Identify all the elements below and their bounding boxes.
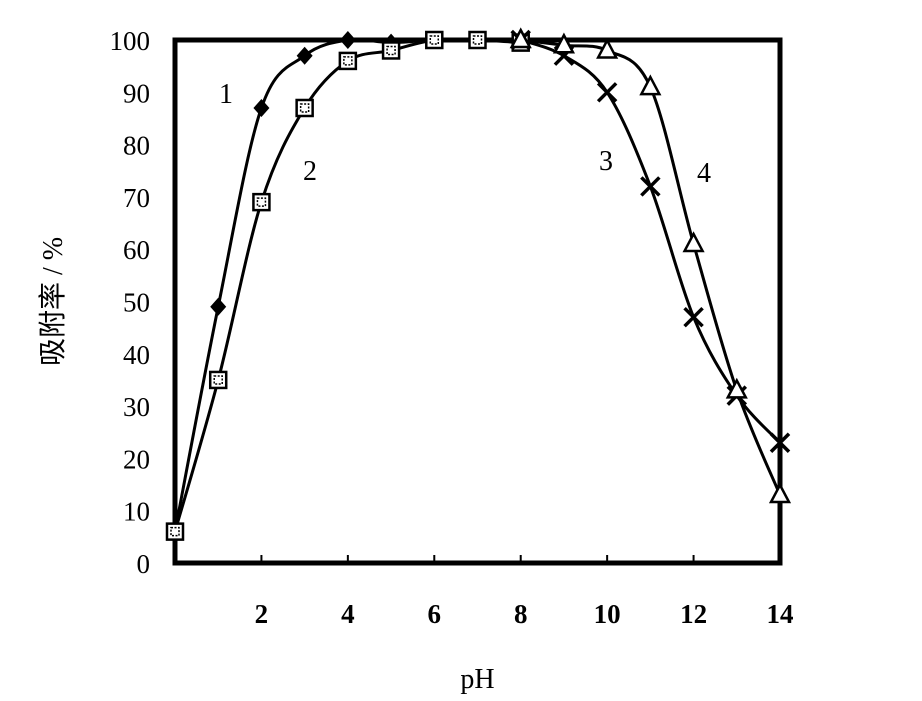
cross-marker	[769, 432, 791, 453]
square-marker-hatch	[299, 103, 310, 113]
curves-group	[173, 37, 782, 533]
square-marker	[425, 30, 444, 50]
y-tick-label: 30	[123, 392, 150, 422]
y-tick-label: 60	[123, 235, 150, 265]
square-marker-hatch	[170, 526, 180, 537]
cross-marker	[683, 306, 704, 328]
series-line-3	[520, 38, 782, 444]
square-marker	[208, 370, 228, 390]
x-tick-label: 14	[767, 599, 794, 629]
curve-labels-group: 1 2 3 4	[219, 79, 711, 189]
triangle-marker	[639, 74, 662, 96]
square-marker-shape	[165, 522, 185, 541]
y-tick-label: 100	[110, 26, 151, 56]
series-line-4	[520, 38, 782, 496]
diamond-marker-shape	[210, 297, 227, 316]
square-marker	[295, 98, 314, 118]
triangle-marker-shape	[596, 37, 619, 59]
square-marker	[338, 51, 358, 71]
square-marker-shape	[295, 98, 314, 118]
x-tick-label: 8	[514, 599, 528, 629]
diamond-marker-shape	[296, 46, 313, 65]
square-marker	[468, 30, 487, 50]
x-tick-label: 2	[255, 599, 269, 629]
square-marker-shape	[468, 30, 487, 50]
square-marker-shape	[208, 370, 228, 390]
triangle-marker-shape	[725, 377, 748, 399]
y-tick-label: 90	[123, 78, 150, 108]
triangle-marker	[682, 231, 705, 253]
triangle-marker	[509, 27, 532, 49]
cross-marker-stroke	[683, 306, 704, 328]
triangle-marker-shape	[768, 482, 792, 504]
y-tick-label: 50	[123, 288, 150, 318]
y-tick-label: 20	[123, 444, 150, 474]
x-axis-title: pH	[460, 664, 494, 695]
square-marker-shape	[338, 51, 358, 71]
triangle-marker	[552, 32, 576, 54]
series-line-1	[173, 37, 521, 532]
y-tick-label: 80	[123, 131, 150, 161]
triangle-marker-shape	[552, 32, 576, 54]
triangle-marker-shape	[682, 231, 705, 253]
cross-marker	[640, 176, 661, 197]
y-tick-label: 70	[123, 183, 150, 213]
triangle-marker	[596, 37, 619, 59]
square-marker-hatch	[429, 35, 440, 45]
square-marker-hatch	[386, 45, 396, 56]
cross-marker	[596, 82, 618, 103]
triangle-marker	[725, 377, 748, 399]
diamond-marker	[339, 31, 356, 49]
square-marker-shape	[381, 41, 401, 60]
x-tick-label: 6	[428, 599, 442, 629]
x-tick-label: 4	[341, 599, 355, 629]
square-marker-hatch	[343, 56, 353, 66]
cross-marker-stroke	[769, 432, 791, 453]
triangle-marker-shape	[509, 27, 532, 49]
cross-marker-stroke	[640, 176, 661, 197]
curve-label-2: 2	[303, 156, 317, 187]
square-marker-hatch	[472, 35, 483, 45]
curve-label-3: 3	[599, 146, 613, 177]
x-tick-label: 10	[594, 599, 621, 629]
curve-label-4: 4	[697, 158, 711, 189]
diamond-marker	[210, 297, 227, 316]
y-tick-label: 10	[123, 497, 150, 527]
triangle-marker	[768, 482, 792, 504]
square-marker	[165, 522, 185, 541]
y-tick-label: 40	[123, 340, 150, 370]
y-tick-label: 0	[137, 549, 151, 579]
square-marker-hatch	[213, 375, 223, 385]
cross-marker-stroke	[596, 82, 618, 103]
square-marker-shape	[252, 192, 271, 212]
curve-label-1: 1	[219, 79, 233, 110]
markers-group	[165, 27, 792, 541]
square-marker	[381, 41, 401, 60]
square-marker-shape	[425, 30, 444, 50]
square-marker-hatch	[256, 197, 267, 207]
diamond-marker-shape	[339, 31, 356, 49]
series-line-2	[173, 37, 521, 533]
diamond-marker-shape	[253, 98, 270, 117]
y-axis-title: 吸附率 / %	[37, 237, 69, 366]
diamond-marker	[296, 46, 313, 65]
x-tick-label: 12	[680, 599, 707, 629]
triangle-marker-shape	[639, 74, 662, 96]
square-marker	[252, 192, 271, 212]
diamond-marker	[253, 98, 270, 117]
